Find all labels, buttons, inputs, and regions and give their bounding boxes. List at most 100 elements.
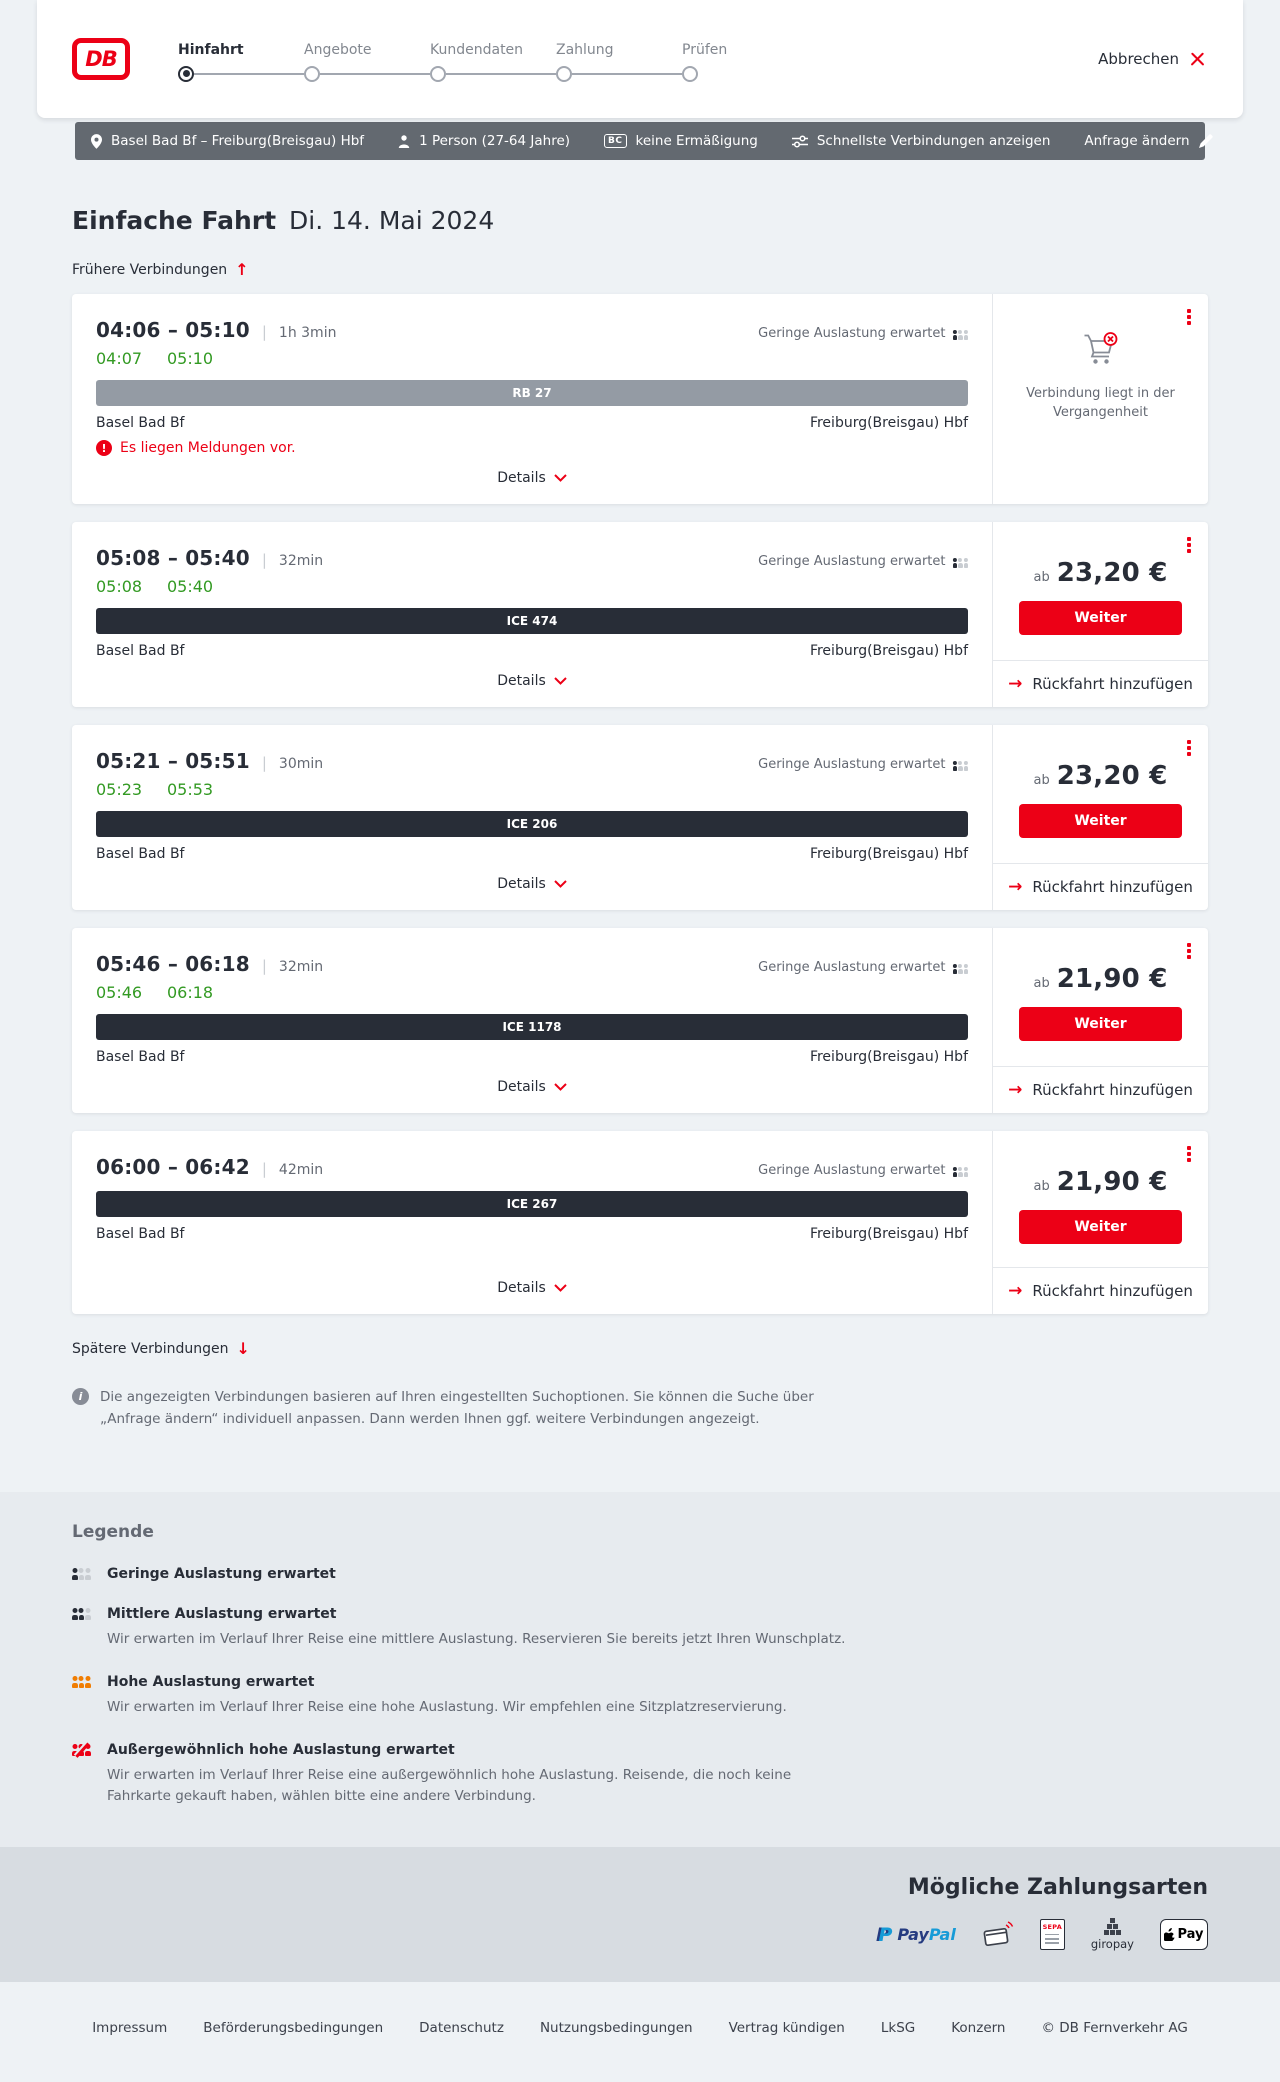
connection-actions: ab 21,90 € Weiter Rückfahrt hinzufügen [992,1131,1208,1314]
person-glyph [85,1676,91,1689]
connection-details: 05:08 – 05:40 32min Geringe Auslastung e… [72,522,992,707]
continue-button[interactable]: Weiter [1019,601,1182,635]
origin-station: Basel Bad Bf [96,415,185,431]
past-connection-note: Verbindung liegt in der Vergangenheit [1013,332,1188,423]
paypal-mark-icon: P [878,1923,893,1946]
continue-button[interactable]: Weiter [1019,1210,1182,1244]
realtime-arrival: 05:53 [167,780,214,799]
chevron-down-icon [554,1284,567,1292]
pencil-icon [1198,134,1213,148]
footer-link[interactable]: Datenschutz [419,2019,504,2036]
giropay-mark-icon [1103,1918,1121,1936]
destination-station: Freiburg(Breisgau) Hbf [809,1226,968,1242]
connection-duration: 42min [262,1160,323,1178]
person-glyph [72,1744,78,1757]
info-icon [72,1388,89,1405]
realtime-departure: 05:08 [96,577,143,596]
stepper-step[interactable]: Zahlung [556,42,682,83]
options-menu-button[interactable] [1183,1142,1195,1166]
connection-card: 05:08 – 05:40 32min Geringe Auslastung e… [72,522,1208,707]
realtime-times: 05:46 06:18 [96,983,968,1002]
sepa-icon: SEPA [1039,1919,1065,1951]
add-return-button[interactable]: Rückfahrt hinzufügen [993,863,1208,910]
search-options-note: Die angezeigten Verbindungen basieren au… [72,1387,1208,1430]
options-menu-button[interactable] [1183,305,1195,329]
stepper-step[interactable]: Prüfen [682,41,728,83]
earlier-connections-link[interactable]: Frühere Verbindungen ↑ [72,262,249,279]
price-value: 21,90 € [1056,1167,1168,1197]
giropay-label: giropay [1090,1937,1134,1952]
legend-item: Außergewöhnlich hohe Auslastung erwartet… [72,1742,1208,1807]
giropay-icon: giropay [1091,1918,1134,1951]
legend-item-label: Mittlere Auslastung erwartet [107,1606,337,1623]
person-glyph [85,1568,91,1581]
details-toggle[interactable]: Details [493,659,571,695]
footer-link[interactable]: Konzern [951,2019,1006,2036]
legend-items: Geringe Auslastung erwartet Mittlere Aus… [72,1566,1208,1807]
connection-details: 05:46 – 06:18 32min Geringe Auslastung e… [72,928,992,1113]
legend-item-description: Wir erwarten im Verlauf Ihrer Reise eine… [107,1631,846,1648]
details-toggle[interactable]: Details [493,456,571,492]
destination-station: Freiburg(Breisgau) Hbf [809,643,968,659]
add-return-button[interactable]: Rückfahrt hinzufügen [993,1066,1208,1113]
options-menu-button[interactable] [1183,736,1195,760]
arrow-right-icon [1008,676,1022,693]
bahncard-icon: BC [604,134,627,148]
fastest-connections-toggle[interactable]: Schnellste Verbindungen anzeigen [791,133,1051,149]
destination-station: Freiburg(Breisgau) Hbf [809,1049,968,1065]
footer-link[interactable]: Beförderungsbedingungen [203,2019,384,2036]
occupancy-icon [952,556,969,568]
cancel-button[interactable]: Abbrechen [1098,50,1205,68]
legend-item: Mittlere Auslastung erwartet Wir erwarte… [72,1606,1208,1650]
price-block: ab 21,90 € [993,1167,1208,1197]
connection-card: 05:46 – 06:18 32min Geringe Auslastung e… [72,928,1208,1113]
options-menu-button[interactable] [1183,533,1195,557]
details-label: Details [497,470,546,486]
stepper-step[interactable]: Hinfahrt [178,42,304,83]
step-label: Prüfen [682,41,728,58]
person-icon [398,134,410,148]
footer-links: Impressum Beförderungsbedingungen Datensch… [0,2020,1280,2036]
add-return-label: Rückfahrt hinzufügen [1032,675,1193,693]
add-return-button[interactable]: Rückfahrt hinzufügen [993,1267,1208,1314]
footer-link[interactable]: Impressum [92,2019,168,2036]
options-menu-button[interactable] [1183,939,1195,963]
occupancy-icon [952,328,969,340]
stepper-step[interactable]: Kundendaten [430,42,556,83]
details-toggle[interactable]: Details [493,862,571,898]
occupancy-legend-icon [72,1608,94,1621]
apple-pay-label: Pay [1177,1927,1204,1943]
step-label: Kundendaten [430,41,524,58]
details-toggle[interactable]: Details [493,1065,571,1101]
change-request-button[interactable]: Anfrage ändern [1084,133,1213,149]
person-glyph [78,1568,85,1581]
legend-item-label: Außergewöhnlich hohe Auslastung erwartet [107,1742,455,1759]
details-toggle[interactable]: Details [493,1266,571,1302]
continue-button[interactable]: Weiter [1019,804,1182,838]
step-label: Hinfahrt [178,41,244,58]
page-title: Einfache Fahrt [72,206,277,235]
warning-text: Es liegen Meldungen vor. [120,440,296,456]
footer-link[interactable]: LkSG [880,2019,916,2036]
later-connections-link[interactable]: Spätere Verbindungen ↓ [72,1341,250,1358]
legend-item: Hohe Auslastung erwartet Wir erwarten im… [72,1674,1208,1718]
passenger-label: 1 Person (27-64 Jahre) [419,133,571,149]
stepper-step[interactable]: Angebote [304,42,430,83]
add-return-label: Rückfahrt hinzufügen [1032,1081,1193,1099]
origin-station: Basel Bad Bf [96,1226,185,1242]
continue-button[interactable]: Weiter [1019,1007,1182,1041]
occupancy-label: Geringe Auslastung erwartet [758,554,946,569]
person-glyph [72,1568,78,1581]
connection-actions: ab 23,20 € Weiter Rückfahrt hinzufügen [992,725,1208,910]
footer-link[interactable]: Nutzungsbedingungen [539,2019,693,2036]
occupancy-label: Geringe Auslastung erwartet [758,757,946,772]
footer-link[interactable]: Vertrag kündigen [728,2019,845,2036]
realtime-arrival: 05:10 [167,349,214,368]
add-return-button[interactable]: Rückfahrt hinzufügen [993,660,1208,707]
occupancy-legend-icon [72,1568,94,1581]
price-block: ab 23,20 € [993,761,1208,791]
fastest-label: Schnellste Verbindungen anzeigen [816,133,1051,149]
occupancy-indicator: Geringe Auslastung erwartet [758,554,968,569]
warning-icon [96,440,112,456]
price-value: 23,20 € [1056,761,1168,791]
